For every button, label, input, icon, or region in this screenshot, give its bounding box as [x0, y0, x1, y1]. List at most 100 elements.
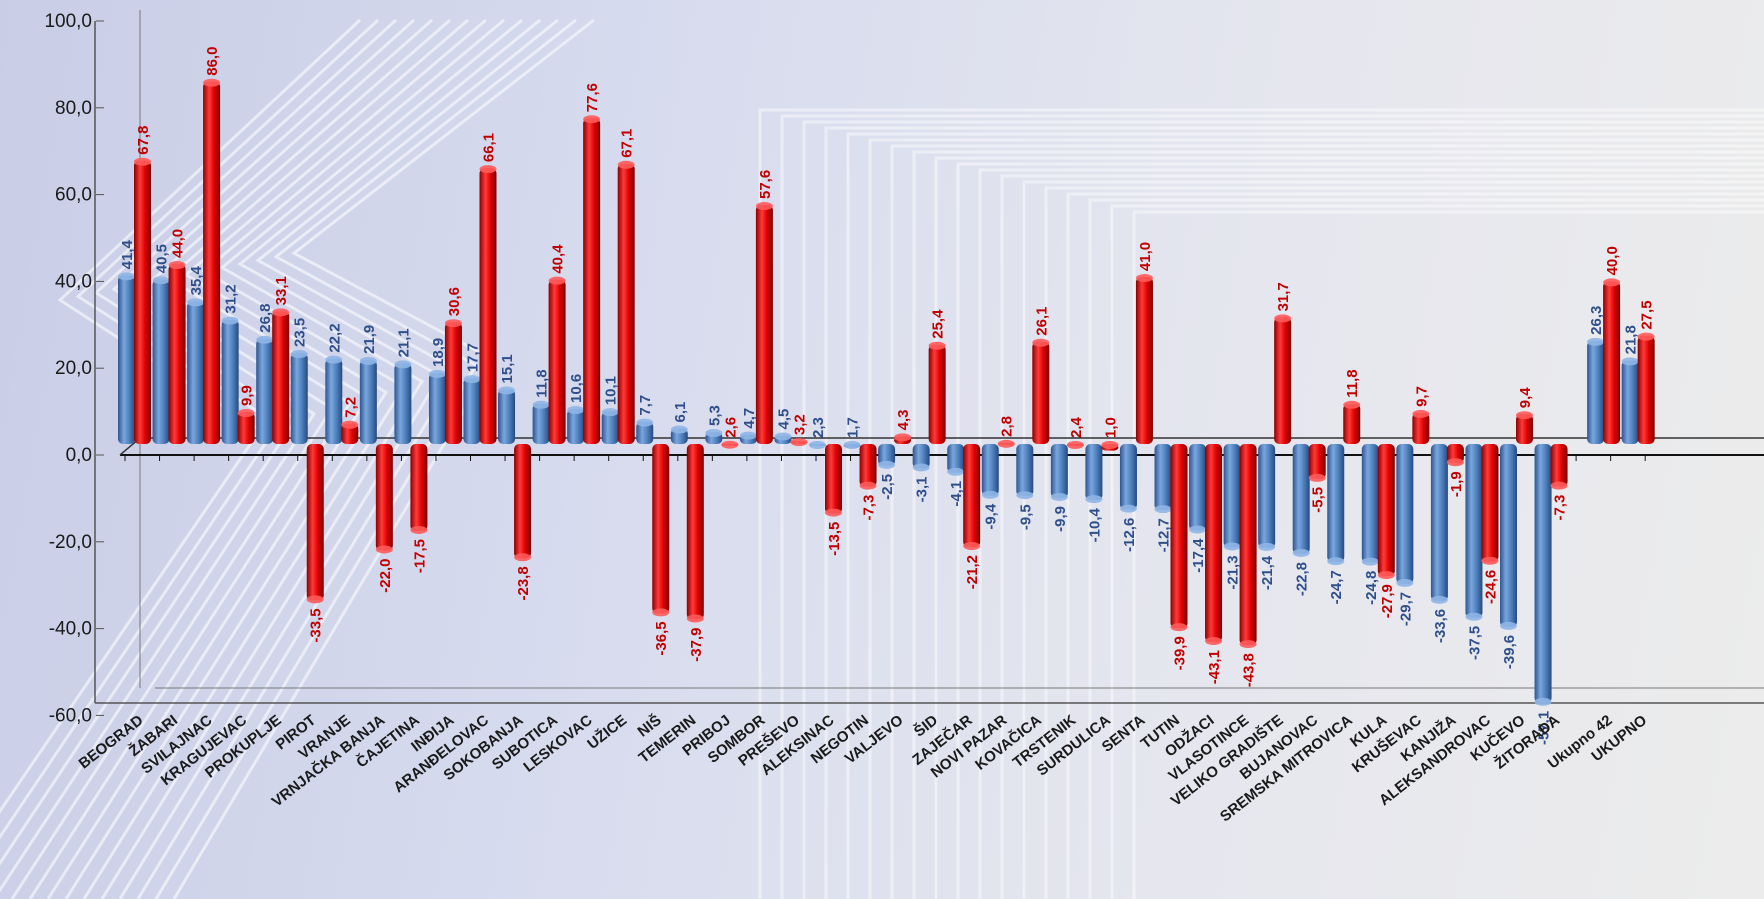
blue-bar: [1154, 444, 1172, 514]
data-label: 5,3: [706, 405, 723, 426]
data-label: 7,7: [637, 395, 654, 416]
data-label: 86,0: [204, 47, 221, 76]
red-bar: [444, 319, 462, 444]
blue-bar: [981, 444, 999, 499]
blue-bar: [325, 355, 343, 444]
y-tick-label: 60,0: [55, 185, 92, 206]
blue-bar: [670, 425, 688, 444]
y-tick-label: 100,0: [44, 11, 92, 32]
red-bar: [1308, 444, 1326, 482]
data-label: -9,5: [1017, 504, 1034, 530]
blue-bar: [1189, 444, 1207, 534]
data-label: 4,7: [741, 408, 758, 429]
red-bar: [1412, 409, 1430, 444]
data-label: -2,5: [879, 474, 896, 500]
data-label: -21,3: [1225, 555, 1242, 589]
red-bar: [203, 78, 221, 444]
data-label: 10,6: [568, 374, 585, 403]
red-bar: [1481, 444, 1499, 565]
blue-bar: [1258, 444, 1276, 551]
red-bar: [1170, 444, 1188, 632]
data-label: 3,2: [791, 414, 808, 435]
red-bar: [306, 444, 324, 604]
blue-bar: [152, 276, 170, 444]
blue-bar: [843, 441, 861, 449]
blue-bar: [912, 444, 930, 472]
blue-bar: [221, 316, 239, 444]
data-label: -57,1: [1536, 711, 1553, 745]
data-label: 21,1: [395, 328, 412, 357]
blue-bar: [601, 408, 619, 444]
blue-bar: [1050, 444, 1068, 501]
data-label: -37,5: [1466, 626, 1483, 660]
data-label: 22,2: [326, 323, 343, 352]
red-bar: [686, 444, 704, 623]
data-label: 66,1: [481, 133, 498, 162]
red-bar: [859, 444, 877, 490]
data-label: 7,2: [342, 397, 359, 418]
red-bar: [134, 157, 151, 445]
data-label: -1,9: [1448, 471, 1465, 497]
blue-bar: [739, 431, 757, 444]
red-bar: [617, 160, 635, 444]
blue-bar: [1534, 444, 1552, 706]
red-bar: [928, 341, 946, 444]
data-label: -17,4: [1190, 538, 1207, 573]
blue-bar: [428, 369, 446, 444]
data-label: -10,4: [1086, 507, 1103, 542]
background-pattern: [0, 18, 1764, 899]
blue-bar: [118, 272, 135, 444]
data-label: -9,4: [983, 503, 1000, 530]
data-label: 41,0: [1137, 242, 1154, 271]
red-bar: [375, 444, 393, 554]
red-bar: [1032, 338, 1050, 444]
data-label: 23,5: [292, 318, 309, 347]
red-bar: [790, 438, 808, 447]
red-bar: [1274, 314, 1292, 444]
red-bar: [1550, 444, 1568, 490]
blue-bar: [463, 375, 481, 444]
data-label: -43,8: [1241, 653, 1258, 687]
blue-bar: [290, 350, 308, 444]
data-label: 9,7: [1413, 386, 1430, 407]
blue-bar: [394, 360, 412, 444]
data-label: -27,9: [1379, 584, 1396, 618]
red-bar: [997, 439, 1015, 448]
blue-bar: [187, 298, 205, 444]
red-bar: [755, 202, 773, 444]
data-label: -22,0: [377, 558, 394, 592]
data-label: 33,1: [273, 276, 290, 305]
red-bar: [583, 115, 601, 444]
data-label: -39,6: [1501, 635, 1518, 669]
y-tick-label: -20,0: [49, 532, 92, 553]
red-bar: [272, 308, 290, 444]
data-label: 31,7: [1275, 282, 1292, 311]
data-label: -13,5: [826, 522, 843, 556]
blue-bar: [567, 405, 585, 444]
red-bar: [237, 409, 255, 444]
data-labels: 41,467,840,544,035,486,031,29,926,833,12…: [119, 47, 1656, 745]
red-bar: [1637, 332, 1655, 444]
data-label: 31,2: [223, 284, 240, 313]
red-bar: [1603, 278, 1621, 444]
red-bar: [514, 444, 532, 562]
data-label: -3,1: [914, 476, 931, 502]
red-bar: [1516, 411, 1533, 444]
data-label: -33,6: [1432, 609, 1449, 643]
red-bar: [168, 261, 186, 444]
data-label: 57,6: [757, 170, 774, 199]
red-bar: [479, 165, 497, 444]
data-label: 67,1: [619, 129, 636, 158]
data-label: -17,5: [411, 539, 428, 573]
data-label: 15,1: [499, 354, 516, 383]
blue-bar: [1016, 444, 1034, 500]
data-label: 18,9: [430, 338, 447, 367]
data-label: 44,0: [170, 229, 187, 258]
data-label: 77,6: [584, 83, 601, 112]
data-label: -37,9: [688, 627, 705, 661]
data-label: -21,4: [1259, 555, 1276, 590]
data-label: -36,5: [653, 621, 670, 655]
data-label: -43,1: [1206, 650, 1223, 684]
data-label: -23,8: [515, 566, 532, 600]
